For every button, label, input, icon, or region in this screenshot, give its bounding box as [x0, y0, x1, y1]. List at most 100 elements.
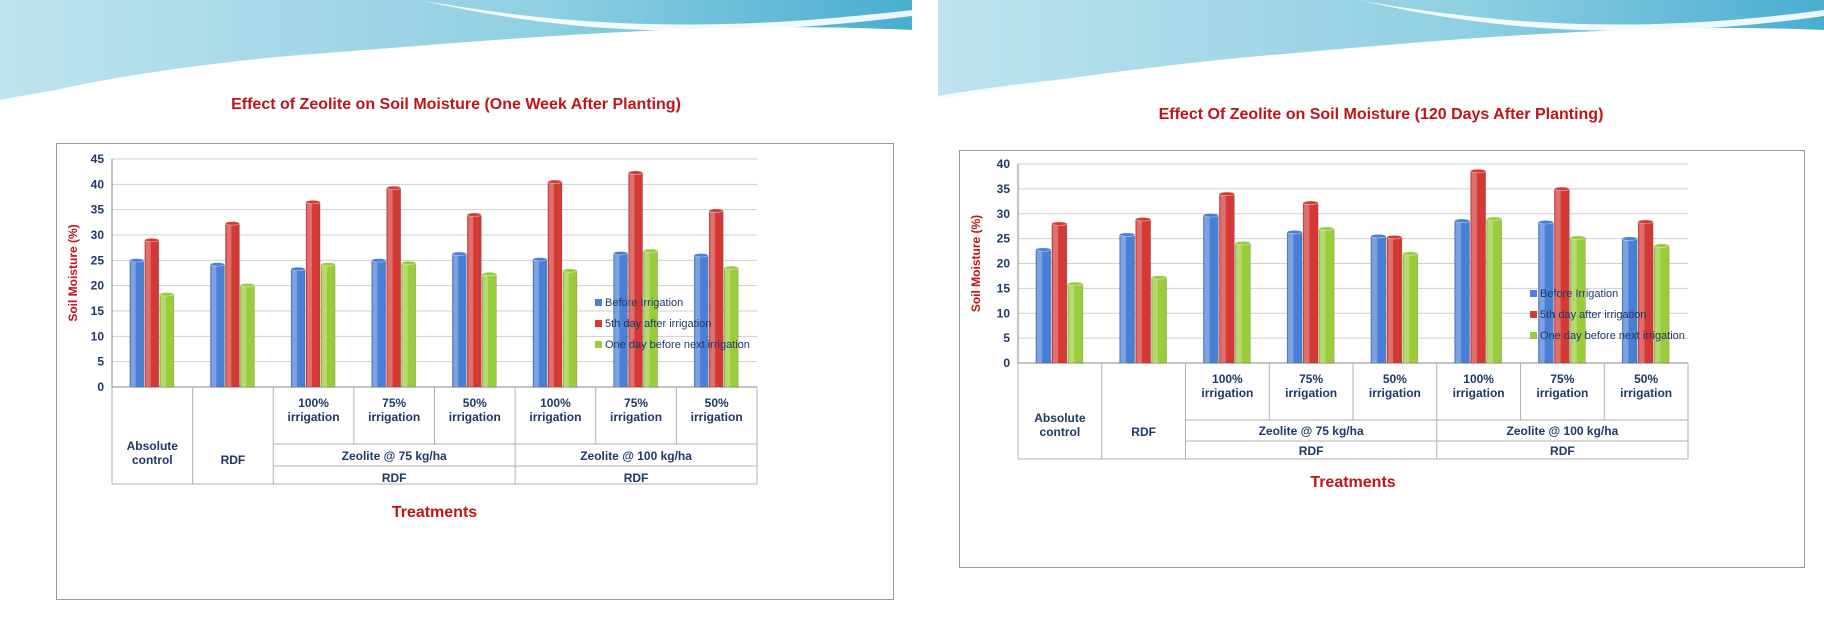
x-category-label-line: 50%	[463, 396, 487, 410]
x-category-label-line: RDF	[1131, 425, 1156, 439]
bar	[452, 251, 467, 388]
bar-highlight	[130, 260, 136, 387]
bar	[708, 208, 724, 388]
bar	[159, 292, 175, 388]
bar-cap	[693, 253, 709, 258]
header-wave-decoration	[0, 0, 912, 110]
x-category-label-line: 50%	[1383, 372, 1407, 386]
bar-highlight	[1320, 228, 1326, 363]
bar-highlight	[1036, 249, 1043, 363]
bar-cap	[305, 199, 321, 205]
x-group-label: Zeolite @ 100 kg/ha	[580, 449, 692, 463]
x-category-label-line: irrigation	[368, 410, 420, 424]
bar-cap	[532, 257, 548, 262]
bar-cap	[129, 258, 145, 263]
bar-highlight	[453, 253, 459, 387]
x-category-label: 75% irrigation	[368, 396, 420, 424]
chart-title: Effect of Zeolite on Soil Moisture (One …	[231, 96, 681, 113]
bar	[401, 260, 416, 388]
bar-cap	[1318, 226, 1335, 231]
bar	[723, 265, 739, 388]
bar-cap	[210, 262, 225, 267]
x-category-label-line: Absolute	[127, 439, 179, 453]
bar-cap	[613, 251, 628, 256]
bar	[1219, 191, 1235, 364]
bar-cap	[708, 208, 724, 213]
bar-highlight	[241, 285, 247, 387]
legend-label: One day before next irrigation	[1540, 330, 1685, 342]
bar-highlight	[1220, 193, 1226, 363]
y-tick-label: 40	[91, 177, 105, 191]
bar-highlight	[644, 250, 650, 387]
bar-cap	[723, 265, 739, 271]
bar	[1302, 200, 1319, 364]
x-category-label-line: 100%	[1212, 372, 1243, 386]
x-category-label-line: 50%	[705, 396, 729, 410]
y-tick-label: 30	[997, 207, 1011, 221]
bar	[1286, 230, 1303, 364]
bar	[1554, 186, 1570, 364]
chart-frame: 0 5 10 15 20 25 30 35 40 45 Absolute control RDF 100%…	[56, 143, 894, 600]
bar	[240, 283, 255, 388]
x-category-label-line: irrigation	[1620, 386, 1672, 400]
x-category-label-line: Absolute	[1034, 411, 1086, 425]
bar	[1318, 226, 1335, 364]
legend-swatch	[1530, 311, 1537, 318]
bar-highlight	[1471, 170, 1477, 363]
x-category-label-line: irrigation	[1536, 386, 1588, 400]
bar-highlight	[1571, 237, 1577, 363]
y-tick-label: 10	[91, 329, 105, 343]
y-tick-label: 0	[1003, 356, 1010, 370]
x-group-label: RDF	[1550, 444, 1575, 458]
bar-cap	[643, 248, 658, 253]
bar-highlight	[387, 187, 393, 387]
x-group-label: RDF	[1299, 444, 1324, 458]
y-tick-label: 5	[1003, 331, 1010, 345]
bar-cap	[1119, 232, 1135, 237]
legend-swatch	[1530, 290, 1537, 297]
legend-label: Before Irrigation	[1540, 288, 1618, 300]
bar-cap	[386, 185, 401, 190]
bar-highlight	[1487, 218, 1493, 363]
x-axis-title: Treatments	[1310, 474, 1395, 491]
x-category-label-line: 50%	[1634, 372, 1658, 386]
x-axis-title: Treatments	[392, 504, 477, 521]
bar-highlight	[1120, 234, 1126, 363]
bar-highlight	[483, 274, 489, 387]
bar-highlight	[160, 294, 166, 387]
bar-cap	[628, 170, 643, 175]
bar-highlight	[1052, 223, 1059, 363]
x-category-label-line: 75%	[1299, 372, 1323, 386]
bar-cap	[1386, 235, 1403, 240]
y-tick-label: 30	[91, 228, 105, 242]
bar-cap	[1051, 221, 1068, 226]
bar-cap	[562, 268, 578, 273]
x-category-label: 50% irrigation	[1620, 372, 1672, 400]
bar-highlight	[1236, 243, 1242, 363]
bar-cap	[482, 271, 497, 277]
x-category-label: 100% irrigation	[1201, 372, 1253, 400]
bar	[1203, 213, 1219, 364]
bar-highlight	[1288, 232, 1294, 363]
bar-highlight	[372, 260, 378, 387]
bar	[562, 268, 578, 388]
bar-cap	[401, 260, 416, 265]
y-tick-label: 40	[997, 157, 1011, 171]
x-category-label: Absolute control	[1034, 411, 1086, 439]
x-category-label: 75% irrigation	[1536, 372, 1588, 400]
x-category-label-line: irrigation	[529, 410, 581, 424]
y-tick-label: 5	[97, 355, 104, 369]
bar-cap	[1067, 281, 1084, 286]
bar	[1454, 218, 1470, 364]
bar-cap	[144, 237, 160, 243]
bar-cap	[371, 258, 386, 263]
bar-highlight	[1304, 202, 1310, 363]
y-tick-label: 25	[91, 253, 105, 267]
bar	[467, 212, 482, 388]
bar-cap	[1203, 213, 1219, 218]
bar-cap	[320, 262, 336, 267]
x-category-label-line: irrigation	[1201, 386, 1253, 400]
x-group-label: RDF	[382, 471, 407, 485]
x-category-label-line: irrigation	[610, 410, 662, 424]
x-category-label-line: 100%	[1463, 372, 1494, 386]
